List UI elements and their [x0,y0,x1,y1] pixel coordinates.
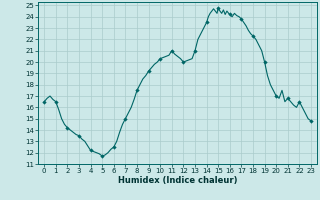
X-axis label: Humidex (Indice chaleur): Humidex (Indice chaleur) [118,176,237,185]
